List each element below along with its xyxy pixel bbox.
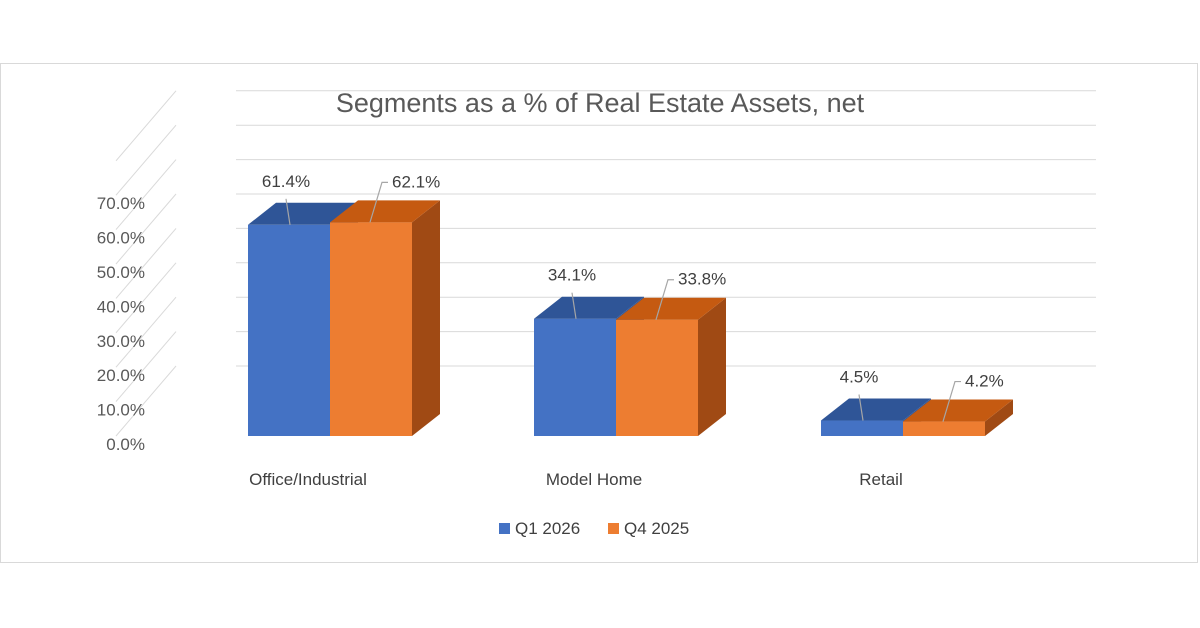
data-label: 61.4% [262, 172, 310, 191]
grid-diagonal [115, 193, 177, 265]
data-label: 4.2% [965, 372, 1004, 391]
x-category-label: Retail [859, 470, 902, 489]
leader-line [369, 181, 388, 223]
y-tick-label: 50.0% [97, 263, 145, 282]
y-tick-label: 70.0% [97, 194, 145, 213]
bar [248, 224, 330, 436]
y-tick-label: 0.0% [106, 435, 145, 454]
x-category-label: Office/Industrial [249, 470, 367, 489]
data-labels: 61.4% 62.1% 34.1% 33.8% 4.5% 4.2% [262, 172, 1004, 422]
bar [903, 421, 985, 436]
chart-title: Segments as a % of Real Estate Assets, n… [336, 88, 865, 118]
leader-line [655, 279, 674, 320]
data-label: 62.1% [392, 172, 440, 191]
leader-line [571, 292, 577, 319]
data-label: 4.5% [840, 368, 879, 387]
bar-top [248, 202, 358, 225]
y-tick-label: 10.0% [97, 401, 145, 420]
y-axis-ticks: 0.0% 10.0% 20.0% 30.0% 40.0% 50.0% 60.0% 70.0% [97, 194, 145, 454]
bar [330, 222, 412, 436]
data-label: 34.1% [548, 266, 596, 285]
bar-top [821, 398, 931, 421]
x-category-label: Model Home [546, 470, 642, 489]
bar [616, 319, 698, 436]
legend: Q1 2026 Q4 2025 [499, 519, 689, 538]
y-tick-label: 30.0% [97, 332, 145, 351]
legend-swatch [499, 523, 510, 534]
data-label: 33.8% [678, 270, 726, 289]
y-tick-label: 20.0% [97, 366, 145, 385]
leader-line [942, 380, 961, 422]
bar-side [698, 297, 726, 436]
legend-label: Q4 2025 [624, 519, 689, 538]
y-tick-label: 60.0% [97, 229, 145, 248]
grid-diagonal [115, 124, 177, 196]
grid-diagonal [115, 331, 177, 402]
legend-swatch [608, 523, 619, 534]
chart-frame: Segments as a % of Real Estate Assets, n… [0, 63, 1198, 563]
bar [534, 318, 616, 436]
grid-diagonal [115, 296, 177, 368]
grid-diagonal [115, 365, 177, 437]
leader-line [285, 198, 291, 225]
legend-label: Q1 2026 [515, 519, 580, 538]
leader-line [858, 394, 864, 421]
bar-side [412, 200, 440, 436]
bar-top [330, 200, 440, 223]
bar-top [903, 399, 1013, 422]
chart-svg: Segments as a % of Real Estate Assets, n… [97, 88, 1096, 538]
bars [248, 200, 1013, 436]
bar-side [985, 399, 1013, 436]
bar-top [616, 297, 726, 320]
grid-diagonal [115, 159, 177, 230]
grid-diagonal [115, 90, 177, 162]
x-axis-categories: Office/Industrial Model Home Retail [249, 470, 903, 489]
bar [821, 420, 903, 436]
bar-top [534, 296, 644, 319]
grid-diagonal [115, 262, 177, 334]
y-tick-label: 40.0% [97, 297, 145, 316]
grid-diagonal [115, 228, 177, 299]
